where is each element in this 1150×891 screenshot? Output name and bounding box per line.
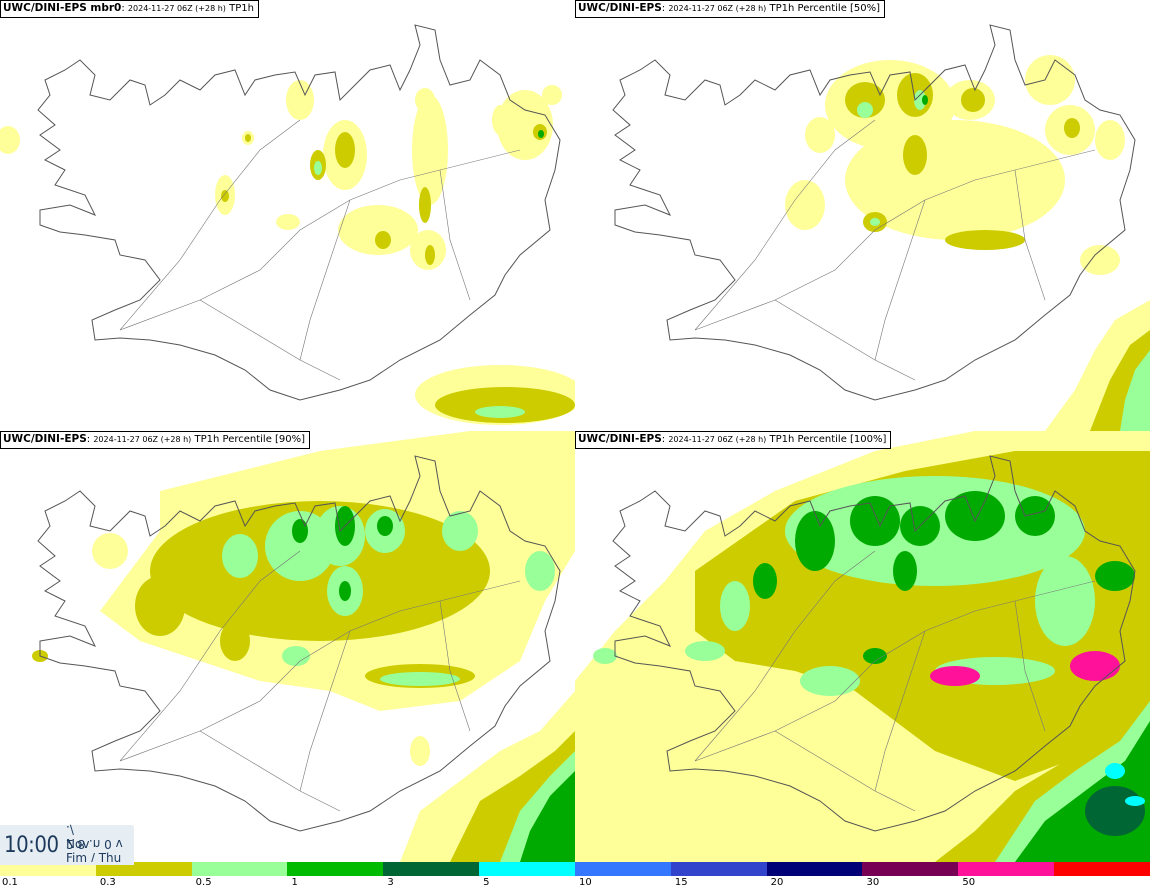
valid-weekday: Fim / Thu <box>66 851 122 862</box>
precip-shading <box>785 55 1150 431</box>
color-scale-segment <box>1054 862 1150 876</box>
model-name: UWC/DINI-EPS <box>3 433 87 445</box>
model-name: UWC/DINI-EPS <box>578 2 662 14</box>
color-scale-tick-label: 50 <box>962 877 976 888</box>
iceland-map <box>575 431 1150 862</box>
color-scale-segment <box>574 862 671 876</box>
precip-shading <box>32 431 575 862</box>
variable-name: TP1h Percentile [90%] <box>194 434 306 445</box>
map-panel-p100: UWC/DINI-EPS: 2024-11-27 06Z (+28 h) TP1… <box>575 431 1150 862</box>
color-scale-segment <box>670 862 767 876</box>
coastline <box>37 24 561 401</box>
run-time: 2024-11-27 06Z (+28 h) <box>668 4 767 13</box>
color-scale-bar <box>0 862 1150 876</box>
coastline <box>612 455 1136 832</box>
model-name: UWC/DINI-EPS <box>578 433 662 445</box>
roads <box>694 550 1096 812</box>
color-scale-segment <box>479 862 575 876</box>
color-scale-tick-label: 15 <box>674 877 688 888</box>
color-scale-tick-label: 1 <box>291 877 298 888</box>
iceland-map <box>32 431 575 862</box>
color-scale-tick-label: 0.1 <box>2 877 18 888</box>
roads <box>694 119 1096 381</box>
variable-name: TP1h Percentile [50%] <box>769 3 881 14</box>
precip-shading <box>575 431 1150 862</box>
panel-title: UWC/DINI-EPS: 2024-11-27 06Z (+28 h) TP1… <box>575 431 892 449</box>
color-scale-tick-label: 3 <box>387 877 394 888</box>
iceland-map <box>0 24 575 425</box>
roads <box>119 119 521 381</box>
color-scale-segment <box>95 862 192 876</box>
variable-name: TP1h Percentile [100%] <box>769 434 887 445</box>
color-scale-tick-label: 0.3 <box>99 877 116 888</box>
color-scale-tick-label: 5 <box>483 877 490 888</box>
valid-time: 10:00 <box>4 833 59 858</box>
precip-shading <box>0 80 575 425</box>
run-time: 2024-11-27 06Z (+28 h) <box>93 435 192 444</box>
valid-month: Nov <box>66 837 90 851</box>
iceland-map <box>612 24 1150 431</box>
valid-time-box: 2 8 .n 0 v ./ 10:00 Nov Fim / Thu <box>0 823 134 865</box>
color-scale-segment <box>766 862 863 876</box>
map-panel-p50: UWC/DINI-EPS: 2024-11-27 06Z (+28 h) TP1… <box>575 0 1150 431</box>
variable-name: TP1h <box>229 3 254 14</box>
coastline <box>612 24 1136 401</box>
run-time: 2024-11-27 06Z (+28 h) <box>127 4 226 13</box>
panel-title: UWC/DINI-EPS mbr0: 2024-11-27 06Z (+28 h… <box>0 0 259 18</box>
color-scale-segment <box>287 862 384 876</box>
color-scale-tick-label: 30 <box>866 877 880 888</box>
coastline <box>37 455 561 832</box>
run-time: 2024-11-27 06Z (+28 h) <box>668 435 767 444</box>
color-scale-segment <box>383 862 480 876</box>
color-scale-segment <box>0 862 96 876</box>
color-scale-segment <box>191 862 288 876</box>
panel-title: UWC/DINI-EPS: 2024-11-27 06Z (+28 h) TP1… <box>575 0 886 18</box>
color-scale-segment <box>862 862 959 876</box>
roads <box>119 550 521 812</box>
color-scale-tick-label: 10 <box>579 877 592 888</box>
color-scale-tick-label: 0.5 <box>195 877 212 888</box>
color-scale-segment <box>958 862 1055 876</box>
panel-title: UWC/DINI-EPS: 2024-11-27 06Z (+28 h) TP1… <box>0 431 311 449</box>
color-scale-ticks: 0.1 0.3 0.5 1 3 5 10 15 20 30 50 <box>0 876 1150 891</box>
model-name: UWC/DINI-EPS mbr0 <box>3 2 122 14</box>
map-panel-p90: UWC/DINI-EPS: 2024-11-27 06Z (+28 h) TP1… <box>0 431 575 862</box>
color-scale-tick-label: 20 <box>770 877 784 888</box>
map-panel-mbr0: UWC/DINI-EPS mbr0: 2024-11-27 06Z (+28 h… <box>0 0 575 431</box>
